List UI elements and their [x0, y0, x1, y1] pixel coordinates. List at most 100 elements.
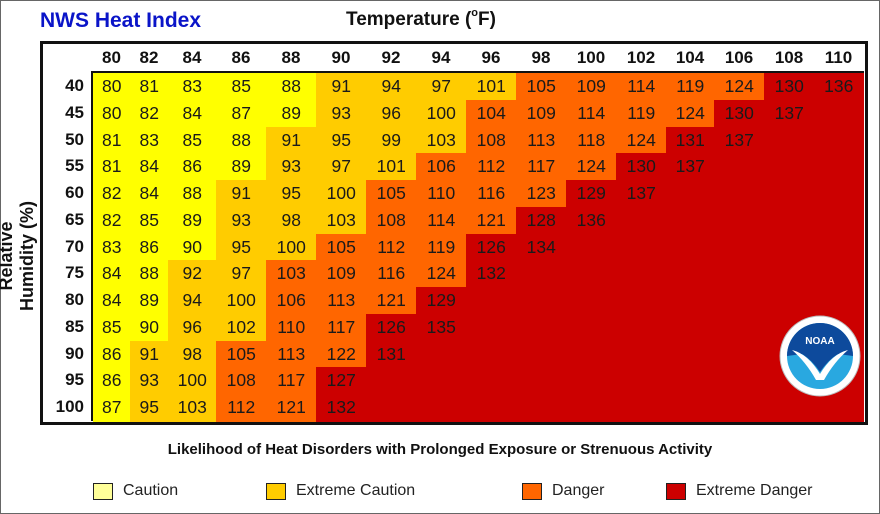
heat-index-cell — [666, 206, 715, 235]
heat-index-cell: 92 — [168, 260, 217, 288]
heat-index-cell: 80 — [93, 99, 131, 128]
row-header-75: 75 — [65, 263, 84, 283]
heat-index-cell — [764, 180, 815, 208]
heat-index-cell: 84 — [130, 180, 169, 208]
column-header-82: 82 — [139, 48, 159, 67]
heat-index-cell — [814, 394, 864, 422]
heat-index-cell: 114 — [616, 73, 667, 101]
heat-index-cell: 119 — [616, 99, 667, 128]
heat-index-cell: 89 — [216, 153, 267, 181]
heat-index-cell — [814, 260, 864, 288]
heat-index-cell: 135 — [416, 313, 467, 342]
heat-index-cell — [466, 367, 517, 395]
heat-index-cell: 102 — [216, 313, 267, 342]
heat-index-cell: 84 — [93, 260, 131, 288]
heat-index-cell: 113 — [266, 340, 317, 369]
x-axis-unit: F) — [478, 9, 496, 30]
heat-index-cell — [566, 394, 617, 422]
heat-index-cell — [666, 313, 715, 342]
heat-index-cell — [566, 313, 617, 342]
heat-index-cell: 97 — [216, 260, 267, 288]
row-header-65: 65 — [65, 209, 84, 229]
legend-swatch — [266, 482, 286, 500]
heat-index-cell: 128 — [516, 206, 567, 235]
legend-label: Extreme Danger — [696, 482, 813, 499]
heat-index-cell: 134 — [516, 233, 567, 261]
heat-index-cell — [416, 340, 467, 369]
row-header-85: 85 — [65, 316, 84, 336]
heat-index-cell — [814, 206, 864, 235]
heat-index-cell: 94 — [168, 287, 217, 315]
heat-index-cell: 96 — [168, 313, 217, 342]
heat-index-cell — [764, 260, 815, 288]
heat-index-cell: 112 — [216, 394, 267, 422]
heat-index-cell: 122 — [316, 340, 367, 369]
heat-index-cell: 93 — [130, 367, 169, 395]
column-header-96: 96 — [481, 48, 501, 67]
heat-index-cell: 136 — [814, 73, 864, 101]
heat-index-cell: 105 — [366, 180, 417, 208]
heat-index-cell — [814, 99, 864, 128]
heat-index-cell: 91 — [316, 73, 367, 101]
heat-index-cell: 85 — [130, 206, 169, 235]
legend-swatch — [666, 482, 686, 500]
heat-index-cell: 96 — [366, 99, 417, 128]
heat-index-cell — [666, 367, 715, 395]
heat-index-cell: 103 — [266, 260, 317, 288]
column-header-90: 90 — [331, 48, 351, 67]
heat-index-cell: 124 — [616, 126, 667, 154]
heat-index-cell: 87 — [93, 394, 131, 422]
heat-index-cell: 129 — [566, 180, 617, 208]
x-axis-title: Temperature (oF) — [346, 7, 496, 31]
heat-index-cell: 89 — [168, 206, 217, 235]
heat-index-cell: 100 — [216, 287, 267, 315]
heat-index-cell: 130 — [714, 99, 765, 128]
heat-index-cell — [616, 260, 667, 288]
heat-index-cell: 124 — [416, 260, 467, 288]
heat-index-cell — [516, 260, 567, 288]
heat-index-cell: 99 — [366, 126, 417, 154]
heat-index-cell: 100 — [168, 367, 217, 395]
heat-index-cell — [714, 394, 765, 422]
heat-index-cell: 85 — [93, 313, 131, 342]
heat-index-cell — [416, 367, 467, 395]
heat-index-cell: 123 — [516, 180, 567, 208]
heat-index-cell: 103 — [168, 394, 217, 422]
heat-index-cell: 137 — [616, 180, 667, 208]
column-header-80: 80 — [102, 48, 121, 67]
heat-index-cell — [814, 153, 864, 181]
heat-index-cell: 113 — [316, 287, 367, 315]
heat-index-cell: 121 — [266, 394, 317, 422]
heat-index-cell: 95 — [216, 233, 267, 261]
heat-index-cell: 137 — [666, 153, 715, 181]
heat-index-cell: 83 — [93, 233, 131, 261]
heat-index-cell: 117 — [266, 367, 317, 395]
heat-index-cell — [714, 206, 765, 235]
heat-index-cell — [616, 233, 667, 261]
grid-left-border — [91, 71, 93, 421]
heat-index-cell — [764, 126, 815, 154]
heat-index-cell — [366, 394, 417, 422]
heat-index-cell — [466, 394, 517, 422]
heat-index-cell: 90 — [168, 233, 217, 261]
heat-index-cell: 82 — [93, 180, 131, 208]
heat-index-cell: 112 — [466, 153, 517, 181]
table-frame — [40, 41, 868, 425]
noaa-logo-icon: NOAA — [779, 315, 861, 397]
legend-label: Danger — [552, 482, 605, 499]
heat-index-cell — [616, 287, 667, 315]
heat-index-cell — [814, 126, 864, 154]
heat-index-cell: 103 — [316, 206, 367, 235]
heat-index-cell: 88 — [266, 73, 317, 101]
heat-index-cell — [764, 153, 815, 181]
heat-index-cell: 114 — [566, 99, 617, 128]
heat-index-cell: 93 — [266, 153, 317, 181]
heat-index-cell: 124 — [666, 99, 715, 128]
heat-index-cell: 130 — [764, 73, 815, 101]
heat-index-cell — [566, 287, 617, 315]
heat-index-cell — [714, 340, 765, 369]
row-header-60: 60 — [65, 183, 84, 203]
heat-index-cell: 137 — [764, 99, 815, 128]
heat-index-cell: 112 — [366, 233, 417, 261]
heat-index-cell: 117 — [516, 153, 567, 181]
